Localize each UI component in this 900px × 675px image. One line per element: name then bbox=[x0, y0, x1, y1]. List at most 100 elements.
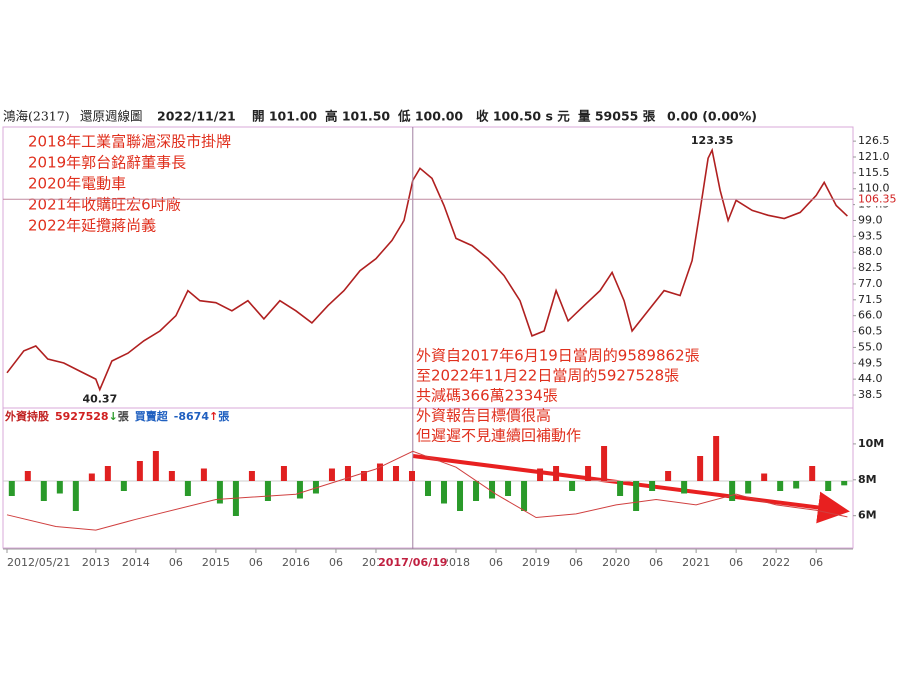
y-tick-label: 93.5 bbox=[858, 229, 883, 242]
x-tick-label: 2013 bbox=[82, 556, 110, 569]
change: 0.00 (0.00%) bbox=[667, 109, 757, 124]
net-bar bbox=[537, 468, 544, 481]
x-tick-label: 2019 bbox=[522, 556, 550, 569]
x-tick-label: 06 bbox=[569, 556, 583, 569]
net-bar bbox=[489, 481, 496, 499]
x-tick-label: 2021 bbox=[682, 556, 710, 569]
y-tick-label: 71.5 bbox=[858, 293, 883, 306]
y-tick-label: 82.5 bbox=[858, 261, 883, 274]
net-bar bbox=[72, 481, 79, 511]
net-bar bbox=[184, 481, 191, 496]
net-bar bbox=[312, 481, 319, 494]
cursor-x-box bbox=[378, 556, 447, 570]
chart-kind: 還原週線圖 bbox=[80, 109, 143, 124]
y-tick-label: 121.0 bbox=[858, 150, 890, 163]
net-bar bbox=[56, 481, 63, 494]
cursor-x-label: 2017/06/19 bbox=[378, 556, 447, 569]
x-tick-label: 2018 bbox=[442, 556, 470, 569]
net-bar bbox=[152, 451, 159, 481]
net-bar bbox=[825, 481, 832, 491]
note: 外資報告目標價很高 bbox=[416, 407, 551, 425]
y-tick-label: 44.0 bbox=[858, 372, 883, 385]
note: 2020年電動車 bbox=[28, 175, 126, 193]
y-tick-label: 60.5 bbox=[858, 325, 883, 338]
net-bar bbox=[521, 481, 528, 511]
net-bar bbox=[633, 481, 640, 511]
net-bar bbox=[376, 463, 383, 481]
net-bar bbox=[248, 471, 255, 481]
net-bar bbox=[136, 461, 143, 481]
notes-left: 2018年工業富聯滬深股市掛牌 2019年郭台銘辭董事長 2020年電動車 2021年… bbox=[28, 133, 231, 235]
y-tick-label: 38.5 bbox=[858, 388, 883, 401]
legend-unit: 張 bbox=[118, 410, 130, 423]
x-tick-label: 2014 bbox=[122, 556, 150, 569]
open: 開 101.00 bbox=[252, 109, 317, 124]
net-bar bbox=[408, 471, 415, 481]
x-tick-label: 06 bbox=[249, 556, 263, 569]
x-tick-label: 06 bbox=[729, 556, 743, 569]
legend-holdings: 5927528 bbox=[55, 410, 109, 423]
low: 低 100.00 bbox=[397, 109, 463, 124]
net-bar bbox=[777, 481, 784, 491]
y-tick-label: 49.5 bbox=[858, 356, 883, 369]
legend-net-arrow: ↑ bbox=[209, 410, 218, 423]
y-tick-label: 99.0 bbox=[858, 213, 883, 226]
price-annotation: 123.35 bbox=[691, 134, 733, 147]
price-annotation: 40.37 bbox=[82, 393, 117, 406]
x-tick-label: 06 bbox=[169, 556, 183, 569]
net-bar bbox=[344, 466, 351, 481]
net-bar bbox=[40, 481, 47, 501]
cursor-y-label: 106.35 bbox=[858, 192, 897, 205]
y-tick-label: 77.0 bbox=[858, 277, 883, 290]
net-bar bbox=[617, 481, 624, 496]
volume: 量 59055 張 bbox=[578, 109, 656, 124]
net-bar bbox=[601, 446, 608, 481]
cursor-y-box bbox=[855, 192, 900, 207]
legend-net: -8674 bbox=[174, 410, 210, 423]
note: 共減碼366萬2334張 bbox=[416, 387, 558, 405]
note: 外資自2017年6月19日當周的9589862張 bbox=[416, 347, 700, 365]
net-bar bbox=[841, 481, 848, 486]
x-tick-label: 2012/05/21 bbox=[7, 556, 70, 569]
close: 收 100.50 s 元 bbox=[476, 109, 570, 124]
notes-right: 外資自2017年6月19日當周的9589862張至2022年11月22日當周的5… bbox=[416, 347, 700, 445]
net-bar bbox=[473, 481, 480, 501]
note: 2019年郭台銘辭董事長 bbox=[28, 154, 186, 172]
legend-holdings-name: 外資持股 bbox=[4, 409, 50, 423]
legend-net-name: 買賣超 bbox=[135, 409, 169, 423]
net-bar bbox=[8, 481, 15, 496]
high: 高 101.50 bbox=[325, 109, 390, 124]
note: 2018年工業富聯滬深股市掛牌 bbox=[28, 133, 231, 151]
net-bar bbox=[793, 481, 800, 489]
trend-arrow bbox=[412, 454, 850, 524]
net-bar bbox=[809, 466, 816, 481]
y-tick-label: 6M bbox=[858, 509, 877, 522]
net-bar bbox=[441, 481, 448, 504]
net-bar bbox=[280, 466, 287, 481]
y-tick-label: 126.5 bbox=[858, 134, 890, 147]
y-tick-label: 66.0 bbox=[858, 309, 883, 322]
net-bar bbox=[104, 466, 111, 481]
x-tick-label: 2016 bbox=[282, 556, 310, 569]
legend-unit: 張 bbox=[218, 410, 230, 423]
net-bar bbox=[505, 481, 512, 496]
net-bar bbox=[761, 473, 768, 481]
net-bar bbox=[649, 481, 656, 491]
x-tick-label: 2020 bbox=[602, 556, 630, 569]
net-bar bbox=[713, 436, 720, 481]
foreign-panel bbox=[2, 407, 854, 549]
net-bar bbox=[665, 471, 672, 481]
net-bar bbox=[553, 466, 560, 481]
holdings-line bbox=[6, 450, 848, 531]
net-bar bbox=[392, 466, 399, 481]
net-bar bbox=[457, 481, 464, 511]
net-bar bbox=[425, 481, 431, 496]
net-bar bbox=[697, 456, 704, 481]
net-bar bbox=[24, 471, 31, 481]
net-bar bbox=[328, 468, 335, 481]
net-bar bbox=[585, 466, 592, 481]
net-bar bbox=[264, 481, 271, 501]
legend-holdings-arrow: ↓ bbox=[109, 410, 118, 423]
x-tick-label: 06 bbox=[809, 556, 823, 569]
